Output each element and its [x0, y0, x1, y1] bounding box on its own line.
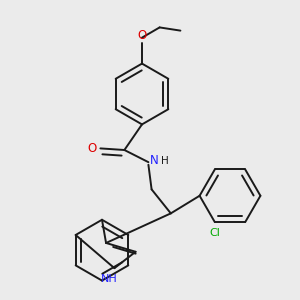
Text: O: O: [87, 142, 97, 155]
Text: O: O: [137, 29, 147, 42]
Text: H: H: [161, 156, 169, 166]
Text: Cl: Cl: [209, 228, 220, 238]
Text: NH: NH: [101, 274, 118, 284]
Text: N: N: [150, 154, 159, 167]
